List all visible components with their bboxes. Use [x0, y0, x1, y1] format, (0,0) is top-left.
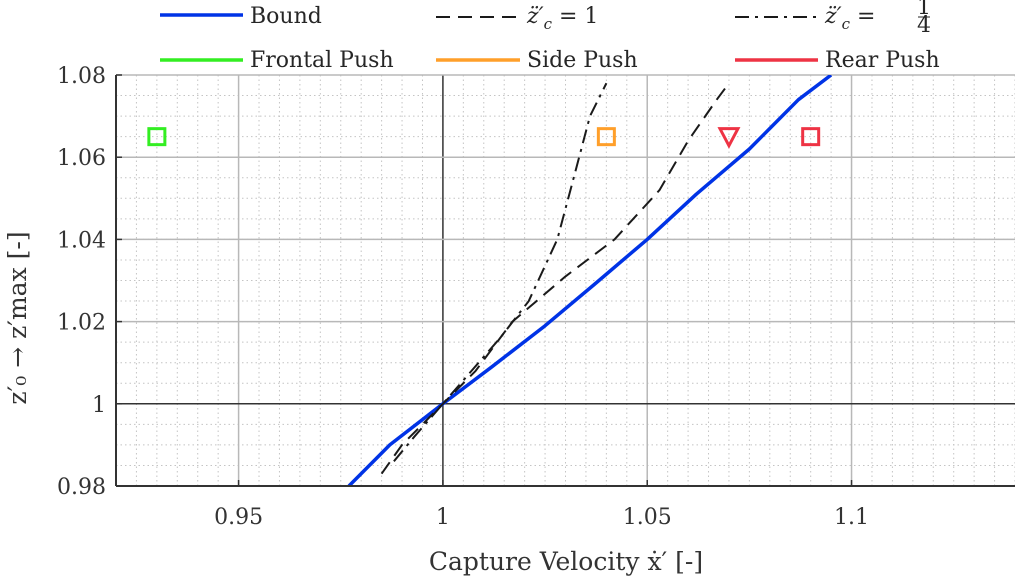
marker-frontal-push-square	[147, 127, 167, 147]
legend-label-rear-push: Rear Push	[825, 48, 940, 73]
legend-label-zc-quarter: z̈′c =	[824, 4, 875, 33]
legend-item-bound: Bound	[160, 4, 322, 29]
y-axis-label-text: z′₀ → z′max [-]	[3, 231, 32, 404]
legend-label-zc-1: z̈′c = 1	[526, 4, 598, 33]
series-layer	[347, 75, 833, 486]
marker-rear-push-triangle-down	[717, 127, 741, 149]
legend-item-frontal-push: Frontal Push	[160, 48, 394, 73]
series-line-z-c-1	[380, 82, 730, 475]
legend-item-rear-push: Rear Push	[735, 48, 940, 73]
legend-fraction-numerator: 1	[917, 0, 931, 20]
y-tick-label: 1.06	[57, 146, 106, 171]
y-tick-label: 1.08	[57, 64, 106, 89]
legend-item-zc-1: z̈′c = 1	[436, 4, 598, 33]
x-tick-label: 0.95	[214, 505, 263, 530]
legend-fraction-denominator: 4	[917, 13, 931, 38]
legend-label-bound: Bound	[250, 4, 322, 29]
x-axis-label-text: Capture Velocity ẋ′ [-]	[429, 547, 703, 576]
marker-side-push-square	[596, 127, 616, 147]
y-tick-label: 1.04	[57, 228, 106, 253]
axes	[115, 74, 1015, 487]
marker-rear-push-square	[801, 127, 821, 147]
legend-label-frontal-push: Frontal Push	[250, 48, 394, 73]
x-tick-label: 1.1	[834, 505, 869, 530]
legend-label-side-push: Side Push	[527, 48, 638, 73]
y-tick-label: 1	[92, 393, 106, 418]
x-axis-label: Capture Velocity ẋ′ [-]	[429, 547, 703, 576]
x-tick-label: 1	[436, 505, 450, 530]
tick-labels: 0.95 1 1.05 1.1 0.98 1 1.02 1.04 1.06 1.08	[57, 64, 869, 530]
marker-layer	[147, 127, 821, 149]
y-tick-label: 1.02	[57, 311, 106, 336]
series-line-bound	[347, 75, 833, 486]
series-line-z-c-1-4	[393, 82, 608, 462]
legend-item-side-push: Side Push	[436, 48, 638, 73]
x-tick-label: 1.05	[623, 505, 672, 530]
legend-item-zc-quarter: z̈′c = 1 4	[735, 0, 931, 38]
legend: Bound z̈′c = 1 z̈′c = 1 4 Frontal Push S…	[160, 0, 940, 73]
y-axis-label: z′₀ → z′max [-]	[3, 231, 32, 404]
y-tick-label: 0.98	[57, 475, 106, 500]
